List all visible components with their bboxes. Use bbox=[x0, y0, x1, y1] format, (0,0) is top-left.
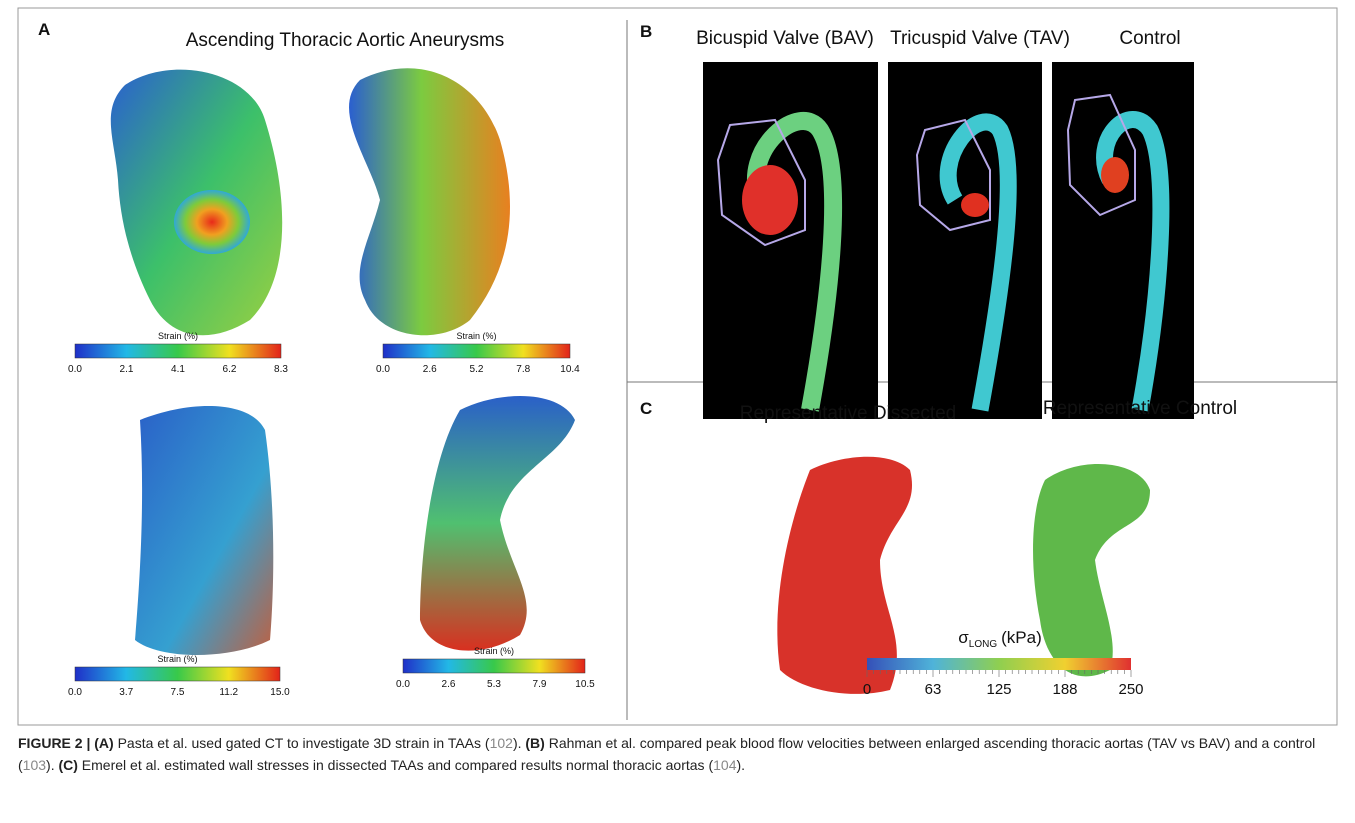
colorbar-tick-label: 3.7 bbox=[119, 687, 133, 698]
colorbar-tick-label: 2.1 bbox=[120, 364, 134, 375]
page: A Ascending Thoracic Aortic Aneurysms B … bbox=[0, 0, 1355, 823]
colorbar-tick-label: 0 bbox=[863, 681, 871, 698]
model-title: Representative Dissected bbox=[740, 403, 957, 424]
colorbar-tick-label: 63 bbox=[925, 681, 942, 698]
colorbar-label: σLONG(kPa) bbox=[958, 628, 1041, 650]
caption-text: FIGURE 2 | (A) bbox=[18, 735, 114, 751]
colorbar-tick-label: 15.0 bbox=[270, 687, 290, 698]
colorbar-tick-label: 8.3 bbox=[274, 364, 288, 375]
colorbar-tick-label: 2.6 bbox=[442, 679, 456, 690]
caption-text: Pasta et al. used gated CT to investigat… bbox=[114, 735, 490, 751]
colorbar-tick-label: 250 bbox=[1118, 681, 1143, 698]
subscript: LONG bbox=[969, 639, 998, 650]
colorbar-label: Strain (%) bbox=[456, 331, 496, 341]
colorbar-label: Strain (%) bbox=[474, 646, 514, 656]
colorbar-tick-label: 0.0 bbox=[396, 679, 410, 690]
panel-label: C bbox=[640, 399, 652, 418]
caption-text: ). bbox=[513, 735, 525, 751]
colorbar-tick-label: 0.0 bbox=[376, 364, 390, 375]
colorbar bbox=[75, 344, 281, 358]
colorbar-tick-label: 6.2 bbox=[223, 364, 237, 375]
colorbar-tick-label: 5.3 bbox=[487, 679, 501, 690]
colorbar-tick-label: 7.9 bbox=[533, 679, 547, 690]
colorbar-label: Strain (%) bbox=[157, 654, 197, 664]
aorta-models-a bbox=[111, 68, 575, 655]
colorbar-tick-label: 125 bbox=[986, 681, 1011, 698]
model-title: Representative Control bbox=[1043, 398, 1237, 419]
colorbar-tick-label: 7.8 bbox=[516, 364, 530, 375]
figure: A Ascending Thoracic Aortic Aneurysms B … bbox=[0, 0, 1355, 730]
reference-link[interactable]: 102 bbox=[490, 735, 513, 751]
symbol: σ bbox=[958, 628, 969, 647]
caption-text: Emerel et al. estimated wall stresses in… bbox=[78, 757, 713, 773]
caption-text: (C) bbox=[58, 757, 77, 773]
colorbar bbox=[403, 659, 585, 673]
reference-link[interactable]: 104 bbox=[713, 757, 736, 773]
colorbar-tick-label: 188 bbox=[1052, 681, 1077, 698]
colorbar-tick-label: 0.0 bbox=[68, 364, 82, 375]
reference-link[interactable]: 103 bbox=[23, 757, 46, 773]
colorbar-tick-label: 11.2 bbox=[219, 687, 238, 698]
panel-label: B bbox=[640, 22, 652, 41]
caption-text: (B) bbox=[525, 735, 544, 751]
colorbar-tick-label: 10.5 bbox=[575, 679, 595, 690]
colorbar-label: Strain (%) bbox=[158, 331, 198, 341]
colorbar bbox=[75, 667, 280, 681]
image-title: Tricuspid Valve (TAV) bbox=[890, 28, 1070, 49]
colorbar-tick-label: 7.5 bbox=[171, 687, 185, 698]
colorbar bbox=[867, 658, 1131, 670]
colorbar-tick-label: 10.4 bbox=[560, 364, 580, 375]
panel-label: A bbox=[38, 20, 50, 39]
caption-text: ). bbox=[736, 757, 745, 773]
colorbar-tick-label: 0.0 bbox=[68, 687, 82, 698]
unit: (kPa) bbox=[1001, 628, 1042, 647]
caption-text: ). bbox=[46, 757, 58, 773]
colorbar-tick-label: 5.2 bbox=[470, 364, 484, 375]
image-title: Bicuspid Valve (BAV) bbox=[696, 28, 874, 49]
colorbar bbox=[383, 344, 570, 358]
figure-caption: FIGURE 2 | (A) Pasta et al. used gated C… bbox=[18, 732, 1343, 776]
image-title: Control bbox=[1119, 28, 1180, 49]
colorbar-tick-label: 4.1 bbox=[171, 364, 185, 375]
flow-images-b bbox=[703, 62, 1194, 419]
panel-title: Ascending Thoracic Aortic Aneurysms bbox=[186, 30, 505, 51]
colorbar-tick-label: 2.6 bbox=[423, 364, 437, 375]
